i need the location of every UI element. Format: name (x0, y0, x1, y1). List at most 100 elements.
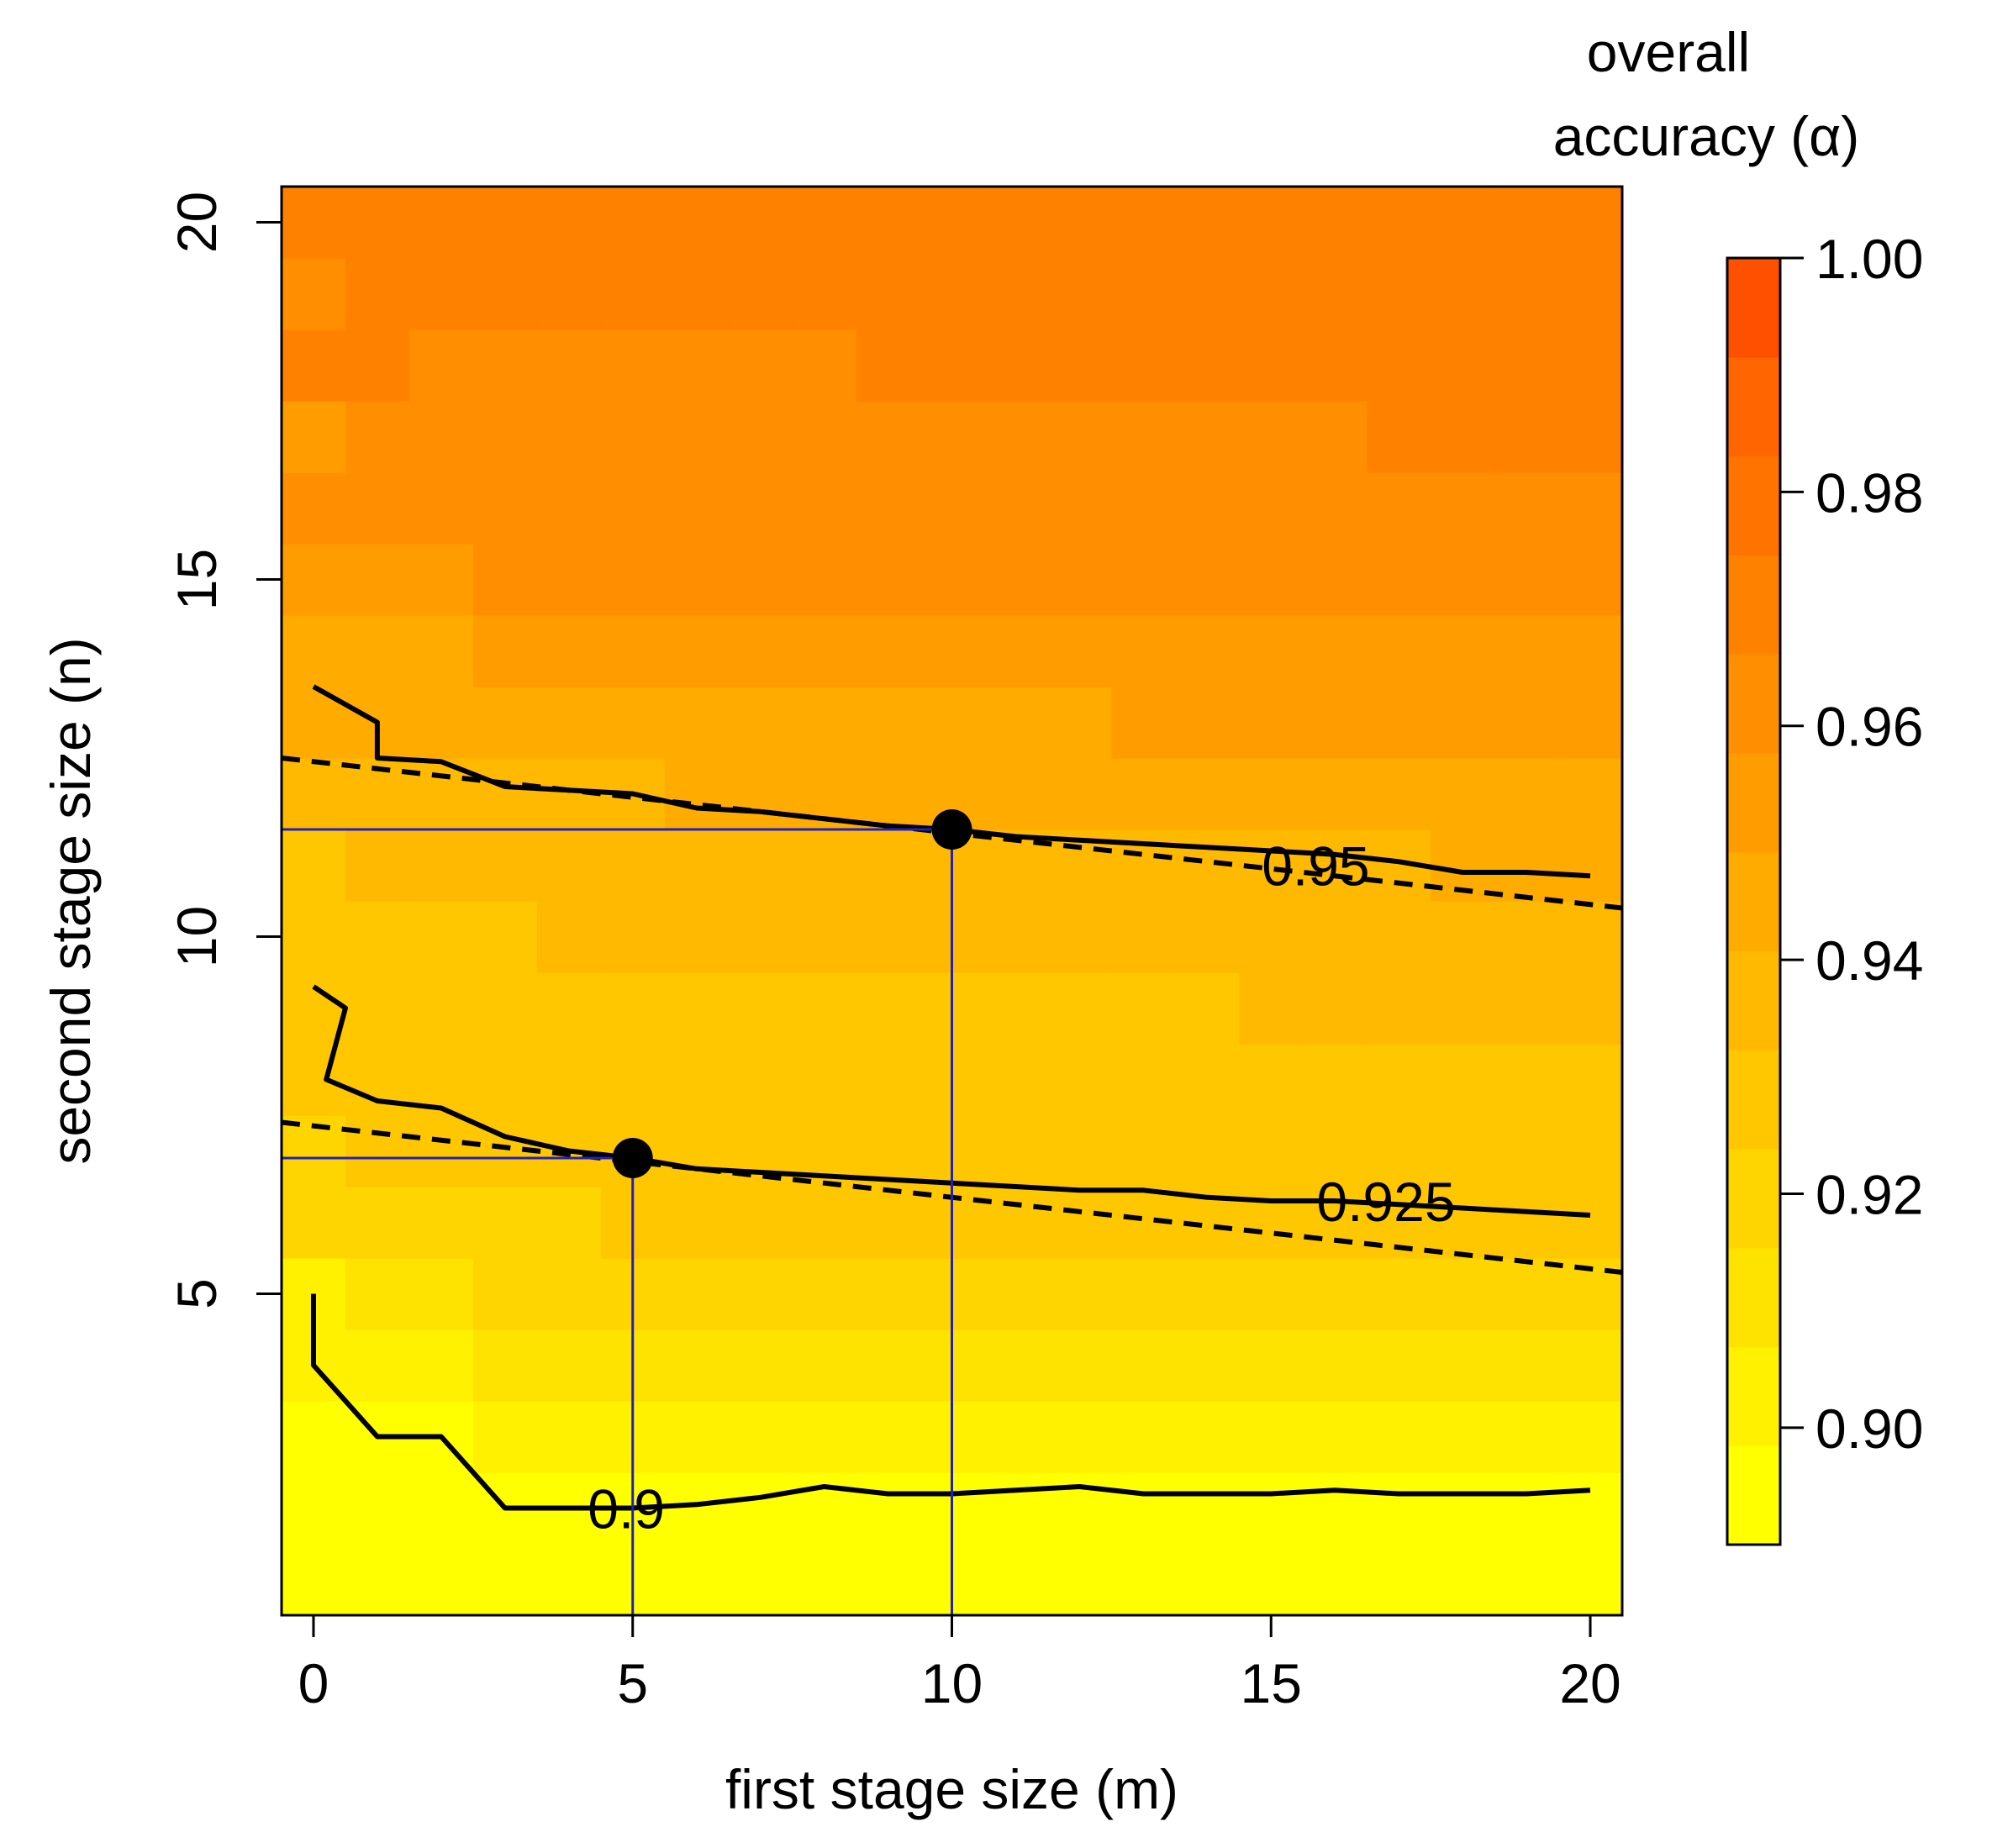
heatmap-cell (1111, 1544, 1176, 1616)
heatmap-cell (472, 1187, 538, 1259)
heatmap-cell (664, 187, 730, 259)
heatmap-cell (1303, 829, 1368, 902)
heatmap-cell (983, 615, 1049, 687)
heatmap-cell (1494, 187, 1559, 259)
highlight-point (612, 1138, 653, 1178)
heatmap-cell (472, 1044, 538, 1116)
heatmap-cell (664, 1115, 730, 1187)
heatmap-cell (1303, 1044, 1368, 1116)
heatmap-cell (792, 615, 857, 687)
heatmap-cell (1047, 1472, 1112, 1545)
heatmap-cell (1239, 615, 1304, 687)
guide-lines (282, 828, 953, 1615)
heatmap-cell (600, 329, 666, 402)
heatmap-cell (792, 901, 857, 973)
heatmap-cell (856, 829, 921, 902)
heatmap-cell (1367, 544, 1431, 616)
heatmap-cell (728, 1472, 793, 1545)
legend-color-cell (1727, 950, 1780, 1050)
heatmap-cell (1494, 829, 1559, 902)
heatmap-cell (983, 1187, 1049, 1259)
heatmap-cell (1558, 615, 1623, 687)
heatmap-cell (1431, 1544, 1495, 1616)
heatmap-cell (408, 1544, 474, 1616)
heatmap-cell (1367, 615, 1431, 687)
heatmap-cell (1431, 687, 1495, 759)
heatmap-cell (472, 758, 538, 830)
heatmap-cell (1558, 972, 1623, 1045)
heatmap-cell (408, 187, 474, 259)
heatmap-cell (983, 472, 1049, 545)
heatmap-cell (728, 401, 793, 473)
heatmap-cell (1175, 758, 1240, 830)
heatmap-cell (1239, 544, 1304, 616)
heatmap-cell (792, 972, 857, 1045)
heatmap-cell (983, 758, 1049, 830)
heatmap-cell (983, 1544, 1049, 1616)
heatmap-cell (983, 329, 1049, 402)
heatmap-cell (1047, 1258, 1112, 1330)
heatmap-cell (1494, 1115, 1559, 1187)
heatmap-cell (983, 258, 1049, 330)
legend-frame (1726, 256, 1782, 1546)
heatmap-cell (856, 615, 921, 687)
heatmap-cell (1175, 401, 1240, 473)
heatmap-cell (983, 187, 1049, 259)
heatmap-cell (1239, 901, 1304, 973)
legend-color-cell (1727, 555, 1780, 655)
heatmap-cell (1111, 1401, 1176, 1473)
heatmap-cell (728, 329, 793, 402)
heatmap-cell (408, 1329, 474, 1402)
heatmap-cell (1175, 472, 1240, 545)
heatmap-cell (345, 615, 410, 687)
heatmap-cell (728, 1187, 793, 1259)
heatmap-cell (920, 187, 985, 259)
heatmap-cell (1239, 329, 1304, 402)
heatmap-cell (664, 1401, 730, 1473)
heatmap-cell (1111, 472, 1176, 545)
legend-color-cells (1727, 258, 1780, 1545)
heatmap-cell (408, 258, 474, 330)
heatmap-cell (1111, 615, 1176, 687)
heatmap-cell (1047, 615, 1112, 687)
heatmap-cell (983, 1115, 1049, 1187)
heatmap-cell (792, 1044, 857, 1116)
contour-line-0.9 (311, 1293, 1591, 1511)
contour-label-0.925: 0.925 (1316, 1171, 1455, 1233)
heatmap-cell (1111, 1115, 1176, 1187)
heatmap-cell (1175, 258, 1240, 330)
heatmap-cell (1111, 401, 1176, 473)
heatmap-cell (345, 329, 410, 402)
heatmap-cell (408, 401, 474, 473)
heatmap-cell (472, 1258, 538, 1330)
highlight-points (612, 809, 972, 1178)
highlight-point (931, 809, 972, 850)
heatmap-cell (408, 1258, 474, 1330)
heatmap-cell (1431, 472, 1495, 545)
heatmap-cell (1239, 1544, 1304, 1616)
heatmap-cell (792, 1472, 857, 1545)
heatmap-cell (856, 1115, 921, 1187)
heatmap-cell (1047, 972, 1112, 1045)
heatmap-cell (1175, 1401, 1240, 1473)
heatmap-cell (1494, 329, 1559, 402)
heatmap-cell (1047, 1115, 1112, 1187)
heatmap-cell (536, 687, 602, 759)
heatmap-cell (408, 687, 474, 759)
legend-tick-label: 0.98 (1815, 461, 1923, 524)
heatmap-cell (1494, 615, 1559, 687)
heatmap-cell (472, 687, 538, 759)
heatmap-cell (856, 472, 921, 545)
heatmap-cell (1047, 1401, 1112, 1473)
heatmap-cell (856, 401, 921, 473)
heatmap-cell (345, 1544, 410, 1616)
heatmap-cell (728, 544, 793, 616)
heatmap-cell (600, 258, 666, 330)
heatmap-cell (664, 901, 730, 973)
heatmap-cell (282, 187, 346, 259)
heatmap-cell (1111, 972, 1176, 1045)
heatmap-cell (1175, 1329, 1240, 1402)
heatmap-cell (728, 472, 793, 545)
heatmap-cell (282, 401, 346, 473)
heatmap-cell (1303, 329, 1368, 402)
